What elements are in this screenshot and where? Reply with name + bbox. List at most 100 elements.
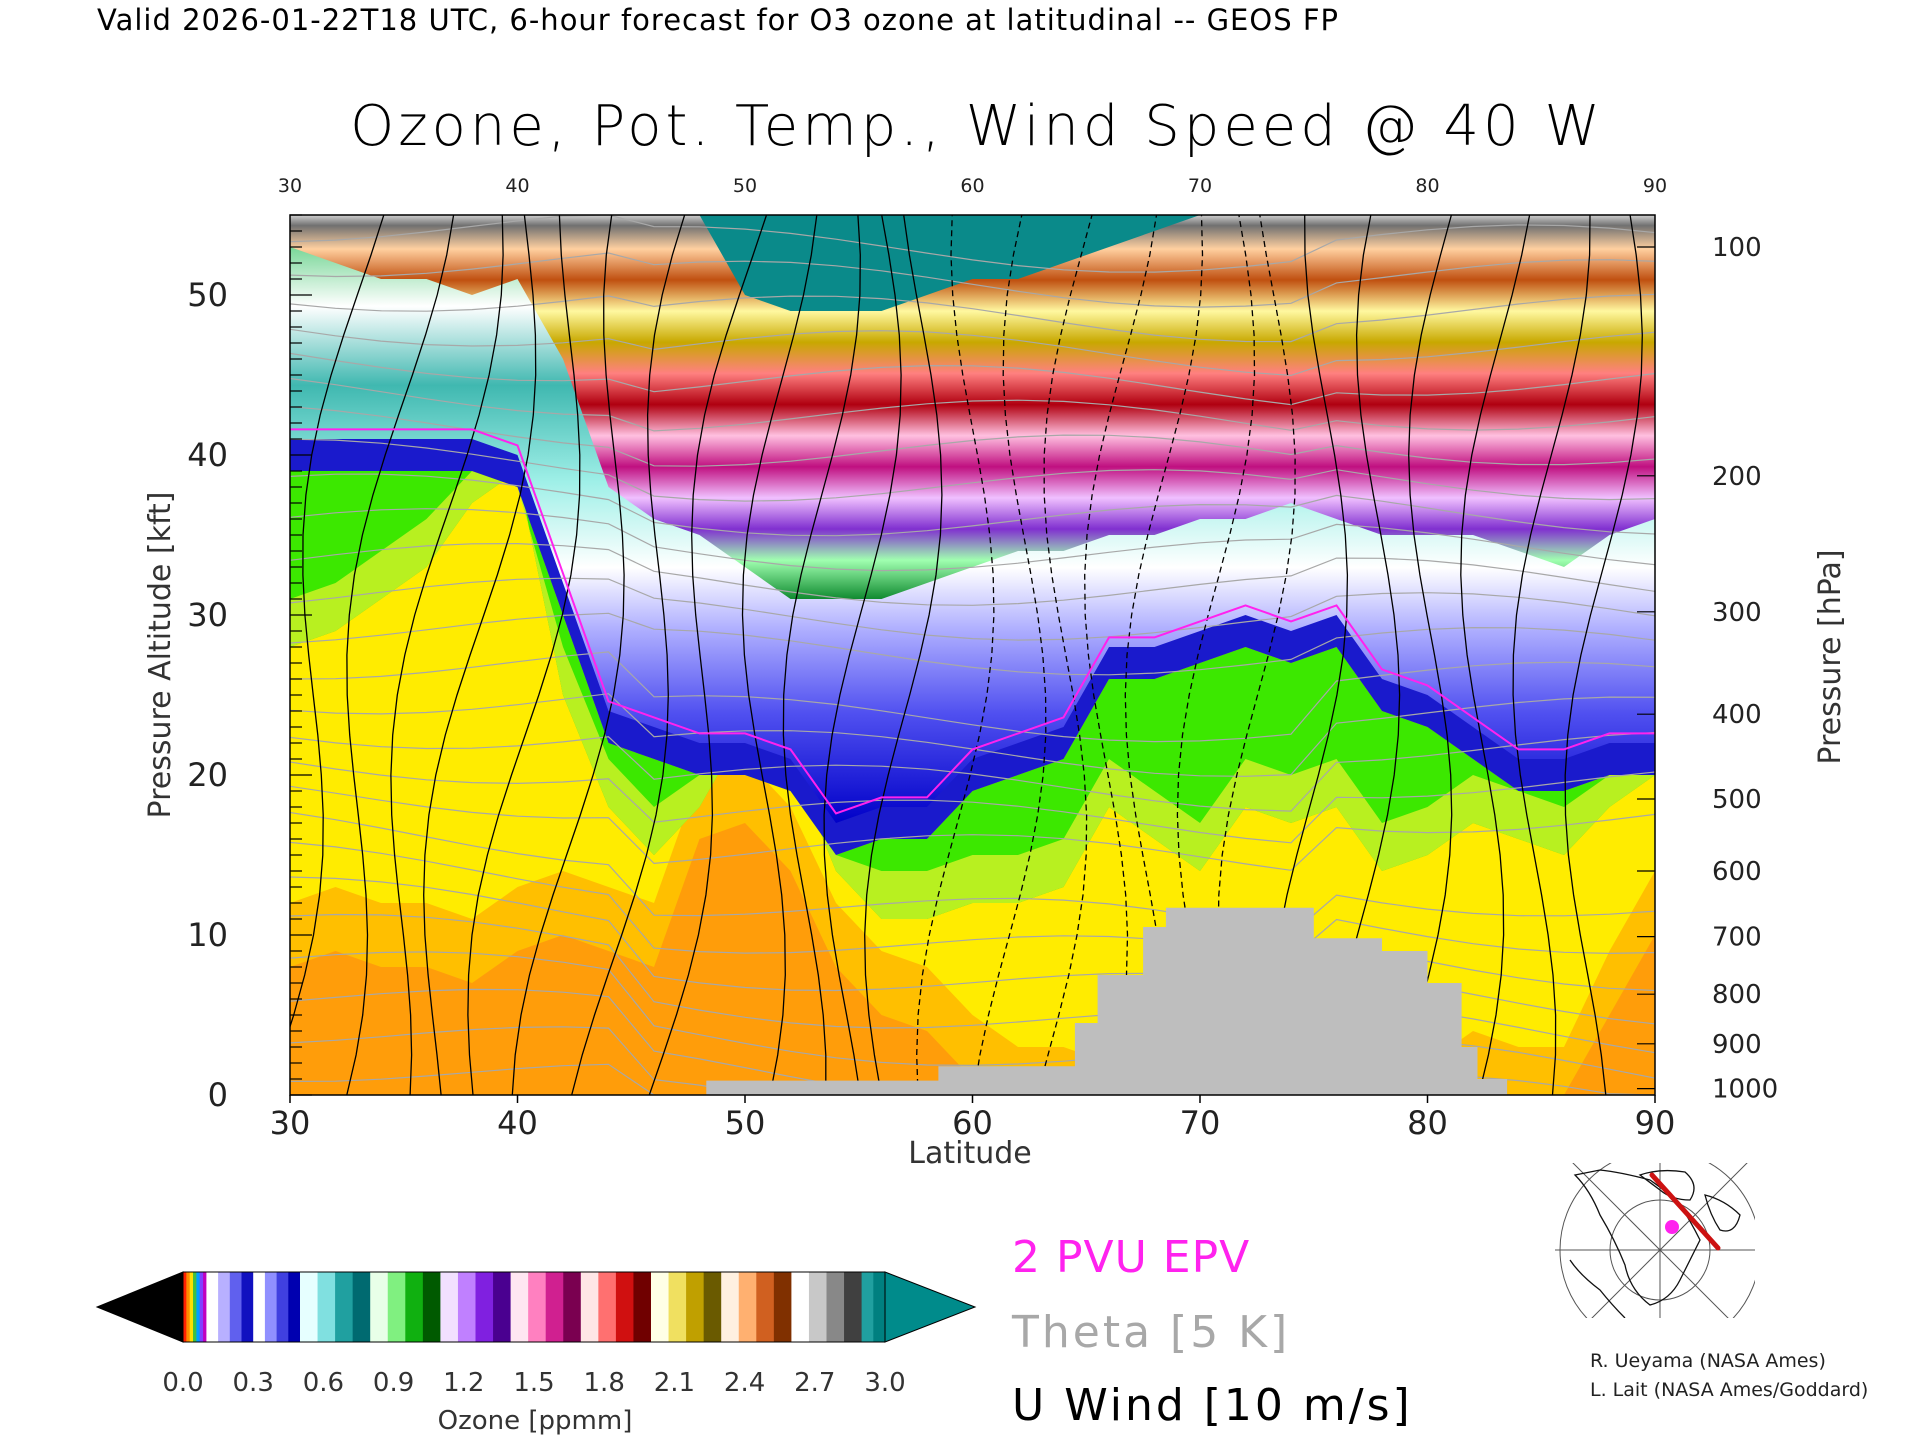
legend: 2 PVU EPV Theta [5 K] U Wind [10 m/s] bbox=[1011, 1232, 1413, 1431]
theta-contour bbox=[290, 252, 1655, 308]
theta-contour bbox=[290, 328, 1655, 377]
theta-contour bbox=[290, 406, 1655, 467]
colorbar-swatch bbox=[206, 1272, 219, 1342]
colorbar-swatch bbox=[873, 1272, 886, 1342]
x-tick-label-top: 40 bbox=[505, 175, 529, 197]
wind-contour bbox=[823, 215, 902, 1095]
colorbar-swatch bbox=[193, 1272, 197, 1342]
wind-contour bbox=[741, 215, 818, 1095]
x-tick-label: 60 bbox=[952, 1104, 993, 1142]
colorbar-swatch bbox=[253, 1272, 266, 1342]
colorbar-swatch bbox=[651, 1272, 670, 1342]
colorbar-swatch bbox=[721, 1272, 740, 1342]
colorbar-tick-label: 2.1 bbox=[654, 1368, 695, 1398]
theta-contour bbox=[290, 438, 1655, 502]
colorbar-swatch bbox=[199, 1272, 204, 1342]
y-tick-label: 0 bbox=[208, 1076, 228, 1114]
colorbar-swatch bbox=[276, 1272, 289, 1342]
wind-contour bbox=[1512, 215, 1591, 1095]
colorbar-swatch bbox=[457, 1272, 477, 1342]
colorbar-tick-label: 1.8 bbox=[584, 1368, 625, 1398]
x-tick-label-top: 30 bbox=[278, 175, 302, 197]
colorbar-swatch bbox=[317, 1272, 336, 1342]
pressure-tick-label: 1000 bbox=[1712, 1075, 1778, 1105]
colorbar-label: Ozone [ppmm] bbox=[438, 1406, 633, 1436]
colorbar-tick-label: 2.4 bbox=[724, 1368, 765, 1398]
theta-contour bbox=[290, 731, 1655, 812]
wind-contour bbox=[864, 215, 943, 1095]
x-tick-label: 70 bbox=[1180, 1104, 1221, 1142]
colorbar-swatch bbox=[844, 1272, 863, 1342]
wind-contour bbox=[1460, 215, 1531, 1095]
colorbar-tick-label: 0.0 bbox=[162, 1368, 203, 1398]
x-tick-label-top: 90 bbox=[1643, 175, 1667, 197]
wind-contour bbox=[916, 215, 995, 1095]
pressure-tick-label: 800 bbox=[1712, 980, 1762, 1010]
wind-contour bbox=[1176, 215, 1256, 1095]
colorbar-swatch bbox=[241, 1272, 254, 1342]
colorbar-swatch bbox=[615, 1272, 635, 1342]
colorbar-swatch bbox=[738, 1272, 757, 1342]
theta-contour bbox=[290, 508, 1655, 572]
colorbar-swatch bbox=[563, 1272, 582, 1342]
colorbar-swatch bbox=[475, 1272, 494, 1342]
colorbar-swatch bbox=[218, 1272, 231, 1342]
colorbar-tick-label: 3.0 bbox=[864, 1368, 905, 1398]
x-tick-label: 80 bbox=[1407, 1104, 1448, 1142]
y-tick-labels: 0 10 20 30 40 50 bbox=[187, 214, 312, 1114]
pressure-tick-label: 900 bbox=[1712, 1030, 1762, 1060]
colorbar-swatch bbox=[808, 1272, 828, 1342]
legend-pvu: 2 PVU EPV bbox=[1012, 1232, 1250, 1283]
colorbar-tick-label: 0.9 bbox=[373, 1368, 414, 1398]
colorbar-swatch bbox=[773, 1272, 792, 1342]
colorbar bbox=[95, 1271, 977, 1343]
wind-contour bbox=[511, 215, 625, 1095]
y-tick-label: 40 bbox=[187, 436, 228, 474]
colorbar-swatch bbox=[598, 1272, 617, 1342]
colorbar-swatch bbox=[756, 1272, 775, 1342]
x-tick-labels-top: 30 40 50 60 70 80 90 bbox=[278, 175, 1667, 197]
theta-contour bbox=[290, 352, 1655, 406]
colorbar-swatch bbox=[422, 1272, 441, 1342]
colorbar-swatch bbox=[405, 1272, 424, 1342]
y-tick-label: 10 bbox=[187, 916, 228, 954]
right-axis-label: Pressure [hPa] bbox=[1813, 549, 1848, 764]
colorbar-swatch bbox=[528, 1272, 547, 1342]
colorbar-swatch bbox=[668, 1272, 687, 1342]
colorbar-swatch bbox=[300, 1272, 319, 1342]
theta-contour bbox=[290, 215, 1655, 273]
legend-wind: U Wind [10 m/s] bbox=[1012, 1380, 1413, 1431]
colorbar-frame bbox=[182, 1271, 886, 1343]
colorbar-swatch bbox=[510, 1272, 529, 1342]
colorbar-under-arrow bbox=[95, 1271, 184, 1343]
x-tick-label-top: 50 bbox=[733, 175, 757, 197]
globe-icon bbox=[1555, 1163, 1755, 1318]
colorbar-swatch bbox=[335, 1272, 354, 1342]
theta-contour bbox=[290, 811, 1655, 936]
theta-contour bbox=[290, 612, 1655, 676]
colorbar-swatch bbox=[633, 1272, 652, 1342]
wind-contour bbox=[1084, 215, 1158, 1095]
x-tick-label: 30 bbox=[270, 1104, 311, 1142]
x-tick-label: 50 bbox=[725, 1104, 766, 1142]
theta-contour bbox=[290, 473, 1655, 537]
colorbar-swatch bbox=[288, 1272, 301, 1342]
pressure-tick-label: 600 bbox=[1712, 857, 1762, 887]
wind-contour bbox=[648, 215, 768, 1095]
theta-contour bbox=[290, 841, 1655, 960]
terrain-mask bbox=[290, 907, 1655, 1095]
wind-contour bbox=[346, 215, 455, 1095]
ozone-band-light-green bbox=[290, 471, 1655, 919]
colorbar-swatch bbox=[203, 1272, 207, 1342]
wind-contour bbox=[1124, 215, 1204, 1095]
legend-theta: Theta [5 K] bbox=[1011, 1307, 1290, 1358]
colorbar-swatch bbox=[580, 1272, 599, 1342]
theta-contour bbox=[290, 577, 1655, 641]
credit-line-1: R. Ueyama (NASA Ames) bbox=[1590, 1350, 1826, 1372]
wind-contour bbox=[782, 215, 861, 1095]
colorbar-swatch bbox=[183, 1272, 187, 1342]
wind-contour bbox=[1036, 215, 1093, 1095]
colorbar-swatch bbox=[703, 1272, 722, 1342]
x-tick-label-top: 70 bbox=[1188, 175, 1212, 197]
